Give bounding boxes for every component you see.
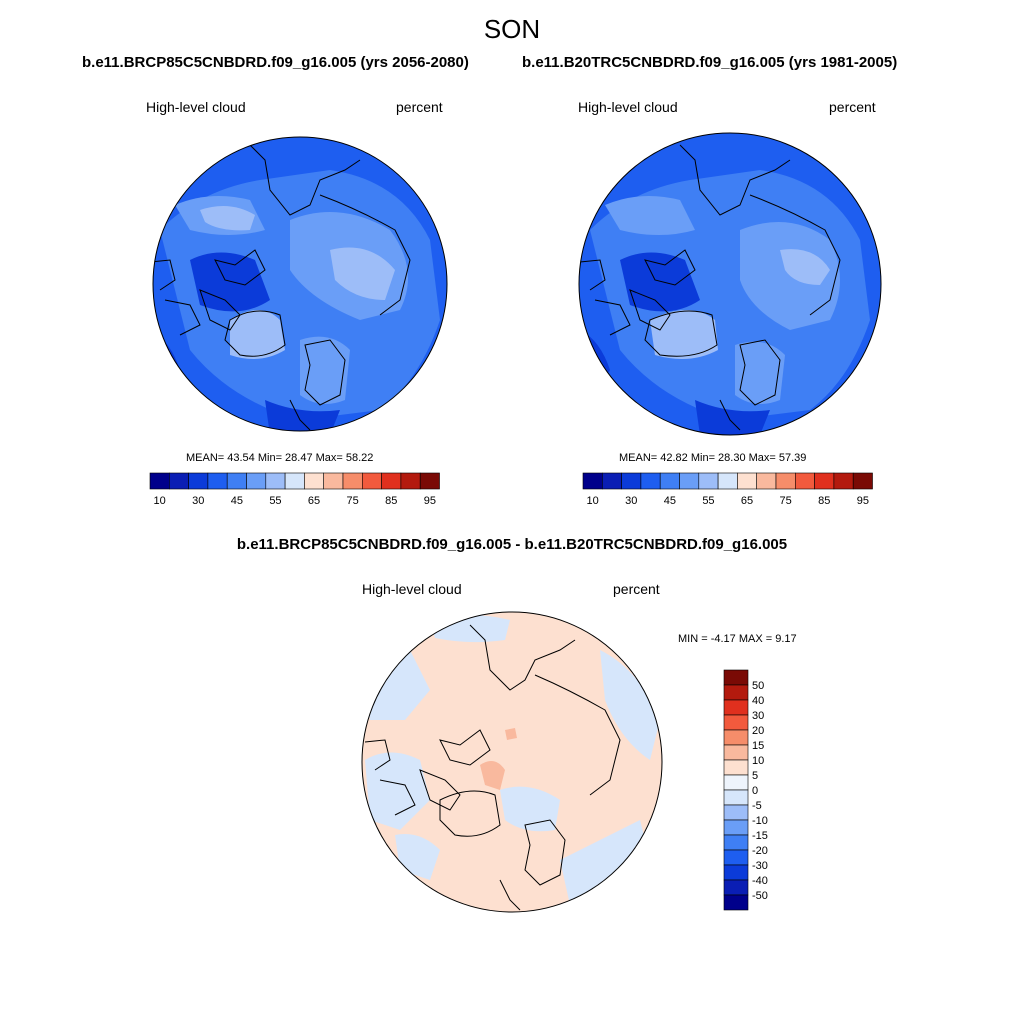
colorbar-right-tick-label: 75 <box>780 495 792 507</box>
units-label-right: percent <box>829 99 876 115</box>
colorbar-right-swatch <box>717 472 738 490</box>
colorbar-left-swatch <box>400 472 421 490</box>
colorbar-right-swatch <box>775 472 796 490</box>
colorbar-left-swatch <box>381 472 402 490</box>
colorbar-difference-tick-label: 0 <box>752 785 758 797</box>
colorbar-difference-tick-label: 30 <box>752 710 764 722</box>
colorbar-left-tick-label: 75 <box>347 495 359 507</box>
colorbar-left-swatch <box>169 472 189 490</box>
colorbar-difference-tick-label: -30 <box>752 860 768 872</box>
colorbar-right-swatch <box>833 472 854 490</box>
colorbar-right-swatch <box>814 472 835 490</box>
units-label-left: percent <box>396 99 443 115</box>
colorbar-left-swatch <box>284 472 305 490</box>
colorbar-left: 10 30 45 55 65 75 85 95 <box>149 472 440 507</box>
colorbar-right-swatch <box>640 472 661 490</box>
panel-title-rcp85: b.e11.BRCP85C5CNBDRD.f09_g16.005 (yrs 20… <box>82 54 469 71</box>
colorbar-left-swatch <box>149 472 170 490</box>
colorbar-difference-swatch <box>723 789 749 806</box>
colorbar-difference-tick-label: -15 <box>752 830 768 842</box>
colorbar-right-tick-label: 55 <box>702 495 714 507</box>
colorbar-difference-swatch <box>723 849 749 866</box>
colorbar-left-tick-label: 95 <box>424 495 436 507</box>
colorbar-right-tick-label: 10 <box>587 495 599 507</box>
colorbar-difference-swatch <box>723 729 749 746</box>
colorbar-left-swatch <box>188 472 209 490</box>
colorbar-right-swatch <box>601 472 622 490</box>
colorbar-difference-swatch <box>723 699 749 716</box>
colorbar-right-swatch <box>679 472 700 490</box>
map-difference <box>362 612 662 912</box>
colorbar-left-swatch <box>207 472 228 490</box>
colorbar-right-swatch <box>659 472 680 490</box>
variable-label-diff: High-level cloud <box>362 581 462 597</box>
colorbar-difference-tick-label: 50 <box>752 680 764 692</box>
colorbar-difference-swatch <box>723 894 749 911</box>
colorbar-left-swatch <box>323 472 344 490</box>
colorbar-left-swatch <box>226 472 247 490</box>
colorbar-difference-tick-label: -10 <box>752 815 768 827</box>
colorbar-difference-swatch <box>723 684 749 701</box>
colorbar-left-tick-label: 65 <box>308 495 320 507</box>
colorbar-difference-swatch <box>723 744 749 761</box>
colorbar-difference-tick-label: 10 <box>752 755 764 767</box>
colorbar-left-tick-label: 45 <box>231 495 243 507</box>
colorbar-right-swatch <box>737 472 758 490</box>
colorbar-left-swatch <box>361 472 382 490</box>
colorbar-difference-tick-label: -5 <box>752 800 762 812</box>
colorbar-right-swatch <box>756 472 777 490</box>
colorbar-difference-swatch <box>723 759 749 776</box>
colorbar-right-tick-label: 95 <box>857 495 869 507</box>
colorbar-difference-swatch <box>723 774 749 791</box>
colorbar-difference-tick-label: -50 <box>752 890 768 902</box>
colorbar-left-tick-label: 30 <box>192 495 204 507</box>
stats-left: MEAN= 43.54 Min= 28.47 Max= 58.22 <box>186 452 374 464</box>
colorbar-difference-swatch <box>723 879 749 896</box>
colorbar-difference-swatch <box>723 834 749 851</box>
colorbar-right-tick-label: 30 <box>625 495 637 507</box>
colorbar-difference-swatch <box>723 864 749 881</box>
colorbar-left-tick-label: 10 <box>154 495 166 507</box>
minmax-diff: MIN = -4.17 MAX = 9.17 <box>678 633 797 645</box>
colorbar-difference-tick-label: 5 <box>752 770 758 782</box>
units-label-diff: percent <box>613 581 660 597</box>
colorbar-right: 10 30 45 55 65 75 85 95 <box>582 472 873 507</box>
colorbar-difference-tick-label: -40 <box>752 875 768 887</box>
colorbar-difference-swatch <box>723 669 749 686</box>
colorbar-difference-swatch <box>723 819 749 836</box>
colorbar-difference-swatch <box>723 714 749 731</box>
colorbar-right-tick-label: 85 <box>818 495 830 507</box>
panel-title-20tr: b.e11.B20TRC5CNBDRD.f09_g16.005 (yrs 198… <box>522 54 898 71</box>
colorbar-right-tick-label: 65 <box>741 495 753 507</box>
colorbar-difference-swatch <box>723 804 749 821</box>
difference-title: b.e11.BRCP85C5CNBDRD.f09_g16.005 - b.e11… <box>236 536 788 553</box>
stats-right: MEAN= 42.82 Min= 28.30 Max= 57.39 <box>619 452 807 464</box>
colorbar-right-swatch <box>794 472 815 490</box>
colorbar-left-tick-label: 85 <box>385 495 397 507</box>
variable-label-right: High-level cloud <box>578 99 678 115</box>
colorbar-left-swatch <box>419 472 440 490</box>
main-title: SON <box>483 14 541 44</box>
colorbar-right-swatch <box>582 472 603 490</box>
colorbar-difference-tick-label: 15 <box>752 740 764 752</box>
colorbar-difference-tick-label: -20 <box>752 845 768 857</box>
colorbar-left-swatch <box>246 472 267 490</box>
colorbar-left-swatch <box>265 472 286 490</box>
map-rcp85 <box>153 137 447 431</box>
colorbar-left-tick-label: 55 <box>269 495 281 507</box>
colorbar-right-swatch <box>621 472 642 490</box>
colorbar-right-tick-label: 45 <box>664 495 676 507</box>
colorbar-right-swatch <box>852 472 873 490</box>
colorbar-left-swatch <box>304 472 324 490</box>
colorbar-difference-tick-label: 20 <box>752 725 764 737</box>
variable-label-left: High-level cloud <box>146 99 246 115</box>
colorbar-left-swatch <box>342 472 363 490</box>
map-20tr <box>579 133 881 435</box>
colorbar-difference-tick-label: 40 <box>752 695 764 707</box>
colorbar-right-swatch <box>698 472 719 490</box>
